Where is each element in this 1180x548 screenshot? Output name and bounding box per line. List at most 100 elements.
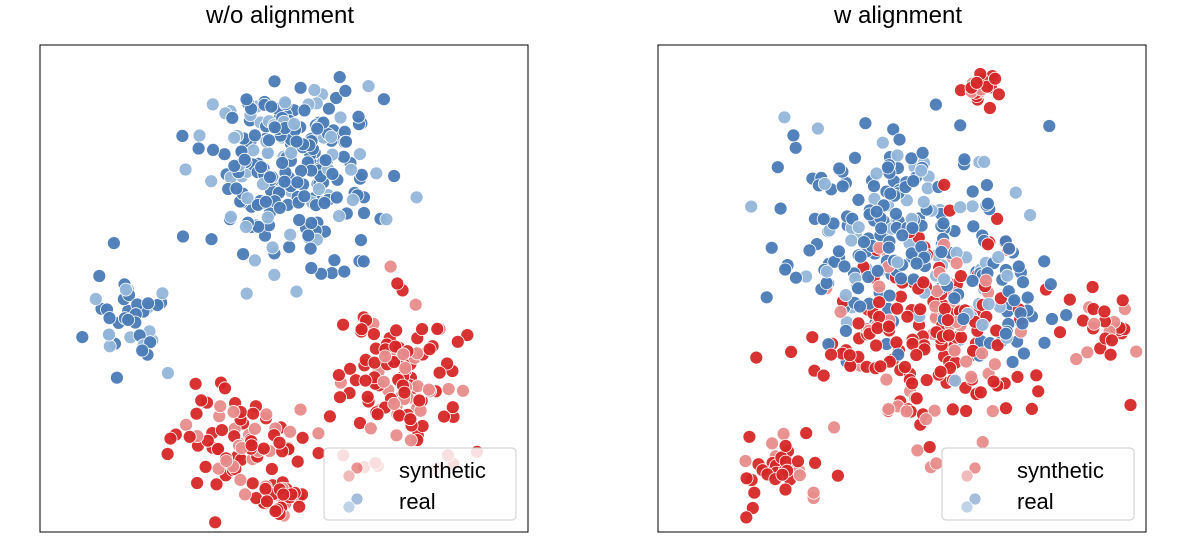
real-point	[265, 240, 280, 255]
real-point	[1020, 290, 1035, 305]
synthetic-point	[941, 328, 956, 343]
synthetic-point	[403, 433, 418, 448]
real-point	[937, 272, 952, 287]
synthetic-point	[922, 440, 937, 455]
synthetic-point	[367, 355, 382, 370]
synthetic-point	[247, 421, 262, 436]
legend-synthetic-marker	[968, 461, 982, 475]
synthetic-point	[870, 321, 885, 336]
real-point	[292, 213, 307, 227]
real-point	[321, 101, 336, 116]
real-point	[290, 175, 305, 190]
real-point	[788, 140, 803, 155]
real-point	[329, 190, 344, 205]
real-point	[304, 261, 319, 275]
synthetic-point	[268, 504, 283, 519]
real-point	[240, 191, 255, 206]
real-point	[905, 221, 920, 235]
synthetic-point	[913, 302, 928, 317]
synthetic-point	[190, 476, 205, 490]
synthetic-point	[872, 295, 887, 310]
real-point	[998, 326, 1013, 341]
real-point	[957, 152, 972, 167]
synthetic-point	[214, 423, 229, 438]
synthetic-point	[336, 317, 351, 332]
synthetic-point	[160, 447, 175, 461]
real-point	[869, 166, 884, 181]
synthetic-point	[396, 347, 411, 362]
points-layer	[738, 67, 1144, 525]
real-point	[1059, 308, 1074, 323]
legend: synthetic real	[941, 447, 1135, 521]
real-point	[110, 370, 124, 385]
synthetic-point	[749, 350, 764, 365]
real-point	[1045, 312, 1059, 326]
synthetic-point	[366, 327, 381, 342]
real-point	[869, 204, 884, 219]
legend-synthetic-marker	[350, 461, 364, 475]
synthetic-point	[460, 328, 475, 343]
real-point	[236, 247, 251, 262]
real-point	[283, 227, 298, 242]
real-point	[301, 228, 316, 243]
real-point	[289, 134, 304, 149]
synthetic-point	[163, 431, 178, 446]
real-point	[223, 209, 238, 224]
synthetic-point	[437, 409, 451, 424]
right-chart-panel: w alignment synthetic real	[618, 0, 1178, 548]
real-point	[1002, 241, 1016, 256]
real-point	[817, 176, 832, 191]
synthetic-point	[208, 515, 223, 530]
synthetic-point	[219, 454, 234, 468]
synthetic-point	[985, 404, 1000, 419]
synthetic-point	[389, 428, 404, 443]
synthetic-point	[824, 347, 839, 362]
synthetic-point	[890, 301, 905, 316]
synthetic-point	[990, 338, 1005, 353]
real-point	[310, 121, 325, 136]
synthetic-point	[833, 304, 848, 319]
synthetic-point	[879, 372, 894, 387]
real-point	[409, 190, 424, 205]
synthetic-point	[353, 416, 367, 430]
synthetic-point	[927, 403, 942, 418]
real-point	[119, 282, 133, 297]
legend-synthetic-label: synthetic	[399, 458, 486, 483]
synthetic-point	[900, 309, 915, 324]
real-point	[914, 163, 929, 178]
real-point	[953, 118, 968, 133]
real-point	[888, 206, 903, 221]
synthetic-point	[792, 468, 807, 483]
real-point	[336, 149, 351, 164]
real-point	[1005, 355, 1020, 369]
synthetic-point	[969, 75, 984, 90]
legend-real-marker	[960, 500, 974, 514]
real-point	[886, 122, 901, 137]
legend-synthetic-marker	[960, 469, 974, 483]
real-point	[141, 296, 156, 311]
real-point	[853, 249, 868, 264]
real-point	[229, 181, 244, 196]
synthetic-point	[408, 297, 423, 312]
real-point	[894, 271, 908, 286]
synthetic-point	[272, 435, 287, 450]
synthetic-point	[933, 364, 948, 379]
scatter-plot-right: synthetic real	[657, 44, 1147, 533]
real-point	[317, 196, 332, 210]
synthetic-point	[991, 87, 1006, 102]
real-point	[890, 148, 905, 163]
axes-frame	[657, 44, 1147, 533]
synthetic-point	[940, 313, 955, 328]
synthetic-point	[389, 323, 404, 338]
synthetic-point	[245, 476, 260, 491]
synthetic-point	[259, 407, 274, 422]
legend-real-label: real	[399, 489, 436, 514]
synthetic-point	[739, 471, 754, 486]
real-point	[121, 312, 136, 327]
synthetic-point	[881, 319, 896, 334]
real-point	[837, 259, 852, 274]
synthetic-point	[980, 237, 995, 252]
synthetic-point	[360, 389, 375, 404]
synthetic-point	[1069, 352, 1084, 367]
real-point	[979, 178, 994, 193]
